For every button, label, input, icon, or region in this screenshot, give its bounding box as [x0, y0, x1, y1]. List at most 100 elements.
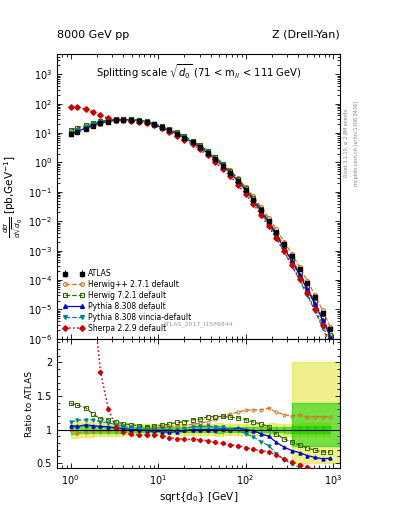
Pythia 8.308 vincia-default [274, 235, 279, 241]
Pythia 8.308 default [114, 117, 118, 123]
Pythia 8.308 default [121, 117, 126, 123]
Pythia 8.308 default [90, 122, 95, 129]
Sherpa 2.2.9 default [106, 115, 111, 121]
Herwig 7.2.1 default [136, 117, 141, 123]
Pythia 8.308 default [220, 163, 225, 169]
Pythia 8.308 vincia-default [312, 308, 317, 314]
Pythia 8.308 vincia-default [191, 139, 195, 145]
Pythia 8.308 vincia-default [213, 156, 218, 162]
Pythia 8.308 default [243, 187, 248, 193]
Pythia 8.308 vincia-default [236, 178, 241, 184]
Herwig++ 2.7.1 default [328, 324, 332, 330]
Pythia 8.308 vincia-default [289, 263, 294, 269]
Herwig++ 2.7.1 default [251, 194, 256, 200]
Sherpa 2.2.9 default [90, 109, 95, 115]
Herwig 7.2.1 default [243, 185, 248, 191]
Pythia 8.308 default [297, 272, 302, 278]
Pythia 8.308 default [144, 119, 149, 125]
Sherpa 2.2.9 default [68, 104, 73, 110]
Herwig++ 2.7.1 default [236, 175, 241, 181]
Herwig++ 2.7.1 default [114, 118, 118, 124]
Herwig 7.2.1 default [106, 117, 111, 123]
Pythia 8.308 vincia-default [228, 170, 233, 176]
Pythia 8.308 default [159, 124, 164, 131]
Herwig++ 2.7.1 default [144, 119, 149, 125]
Pythia 8.308 default [320, 317, 325, 323]
Pythia 8.308 vincia-default [159, 124, 164, 130]
Herwig 7.2.1 default [90, 120, 95, 126]
Herwig 7.2.1 default [197, 142, 202, 148]
Pythia 8.308 default [282, 245, 286, 251]
Herwig++ 2.7.1 default [220, 160, 225, 166]
Sherpa 2.2.9 default [129, 118, 133, 124]
Sherpa 2.2.9 default [220, 166, 225, 172]
Herwig++ 2.7.1 default [266, 215, 271, 221]
Pythia 8.308 default [206, 150, 210, 156]
Sherpa 2.2.9 default [114, 117, 118, 123]
Sherpa 2.2.9 default [312, 306, 317, 312]
Herwig 7.2.1 default [159, 123, 164, 130]
Pythia 8.308 vincia-default [75, 127, 80, 133]
Line: Pythia 8.308 vincia-default: Pythia 8.308 vincia-default [69, 117, 332, 347]
Sherpa 2.2.9 default [197, 146, 202, 153]
Pythia 8.308 vincia-default [182, 135, 187, 141]
Pythia 8.308 vincia-default [175, 131, 180, 137]
Pythia 8.308 vincia-default [129, 116, 133, 122]
Pythia 8.308 vincia-default [98, 119, 103, 125]
Sherpa 2.2.9 default [175, 133, 180, 139]
X-axis label: sqrt{d$_0$} [GeV]: sqrt{d$_0$} [GeV] [159, 490, 238, 504]
Sherpa 2.2.9 default [167, 129, 172, 135]
Pythia 8.308 vincia-default [136, 117, 141, 123]
Pythia 8.308 default [98, 120, 103, 126]
Herwig 7.2.1 default [274, 230, 279, 237]
Pythia 8.308 vincia-default [144, 119, 149, 125]
Pythia 8.308 default [328, 333, 332, 339]
Pythia 8.308 vincia-default [206, 150, 210, 156]
Pythia 8.308 vincia-default [167, 127, 172, 133]
Sherpa 2.2.9 default [305, 290, 310, 296]
Sherpa 2.2.9 default [144, 120, 149, 126]
Pythia 8.308 vincia-default [68, 130, 73, 136]
Line: Herwig 7.2.1 default: Herwig 7.2.1 default [69, 117, 332, 336]
Sherpa 2.2.9 default [282, 248, 286, 254]
Herwig 7.2.1 default [228, 168, 233, 174]
Herwig++ 2.7.1 default [274, 226, 279, 232]
Herwig 7.2.1 default [167, 126, 172, 132]
Pythia 8.308 default [84, 125, 88, 131]
Pythia 8.308 default [136, 118, 141, 124]
Pythia 8.308 vincia-default [320, 325, 325, 331]
Herwig 7.2.1 default [144, 118, 149, 124]
Pythia 8.308 default [197, 144, 202, 151]
Herwig 7.2.1 default [68, 127, 73, 133]
Pythia 8.308 vincia-default [243, 188, 248, 194]
Pythia 8.308 vincia-default [106, 117, 111, 123]
Sherpa 2.2.9 default [328, 339, 332, 346]
Herwig++ 2.7.1 default [121, 117, 126, 123]
Line: Herwig++ 2.7.1 default: Herwig++ 2.7.1 default [69, 118, 332, 329]
Herwig 7.2.1 default [220, 160, 225, 166]
Herwig++ 2.7.1 default [297, 264, 302, 270]
Pythia 8.308 default [213, 156, 218, 162]
Herwig 7.2.1 default [129, 116, 133, 122]
Sherpa 2.2.9 default [266, 223, 271, 229]
Sherpa 2.2.9 default [136, 119, 141, 125]
Y-axis label: $\frac{d\sigma}{d\sqrt{d_0}}$ [pb,GeV$^{-1}$]: $\frac{d\sigma}{d\sqrt{d_0}}$ [pb,GeV$^{… [2, 155, 25, 238]
Pythia 8.308 default [274, 232, 279, 238]
Pythia 8.308 vincia-default [121, 116, 126, 122]
Sherpa 2.2.9 default [182, 137, 187, 143]
Sherpa 2.2.9 default [228, 173, 233, 179]
Pythia 8.308 vincia-default [84, 124, 88, 130]
Herwig 7.2.1 default [266, 218, 271, 224]
Sherpa 2.2.9 default [159, 125, 164, 132]
Sherpa 2.2.9 default [191, 141, 195, 147]
Herwig 7.2.1 default [206, 148, 210, 154]
Sherpa 2.2.9 default [98, 112, 103, 118]
Pythia 8.308 vincia-default [266, 222, 271, 228]
Pythia 8.308 vincia-default [90, 121, 95, 127]
Herwig++ 2.7.1 default [75, 130, 80, 136]
Sherpa 2.2.9 default [289, 262, 294, 268]
Pythia 8.308 default [106, 118, 111, 124]
Text: mcplots.cern.ch [arXiv:1306.3436]: mcplots.cern.ch [arXiv:1306.3436] [354, 101, 359, 186]
Pythia 8.308 default [228, 170, 233, 176]
Pythia 8.308 vincia-default [305, 292, 310, 298]
